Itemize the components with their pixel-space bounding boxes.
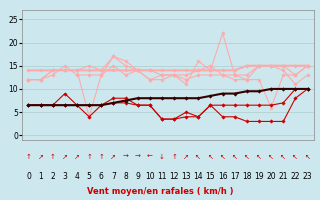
Text: 0: 0	[26, 172, 31, 181]
Text: 18: 18	[242, 172, 252, 181]
Text: ↑: ↑	[26, 154, 31, 160]
Text: 4: 4	[75, 172, 79, 181]
Text: 1: 1	[38, 172, 43, 181]
Text: ↖: ↖	[292, 154, 298, 160]
Text: 11: 11	[157, 172, 167, 181]
Text: ↗: ↗	[110, 154, 116, 160]
Text: ↗: ↗	[74, 154, 80, 160]
Text: 20: 20	[266, 172, 276, 181]
Text: ↖: ↖	[244, 154, 250, 160]
Text: ↓: ↓	[159, 154, 165, 160]
Text: →: →	[135, 154, 140, 160]
Text: ↖: ↖	[196, 154, 201, 160]
Text: ↗: ↗	[62, 154, 68, 160]
Text: 22: 22	[291, 172, 300, 181]
Text: 21: 21	[278, 172, 288, 181]
Text: →: →	[123, 154, 128, 160]
Text: Vent moyen/en rafales ( km/h ): Vent moyen/en rafales ( km/h )	[87, 187, 233, 196]
Text: 7: 7	[111, 172, 116, 181]
Text: 15: 15	[206, 172, 215, 181]
Text: ←: ←	[147, 154, 153, 160]
Text: 23: 23	[303, 172, 312, 181]
Text: 5: 5	[87, 172, 92, 181]
Text: ↖: ↖	[232, 154, 238, 160]
Text: ↖: ↖	[305, 154, 310, 160]
Text: 9: 9	[135, 172, 140, 181]
Text: ↗: ↗	[38, 154, 44, 160]
Text: 13: 13	[181, 172, 191, 181]
Text: ↖: ↖	[268, 154, 274, 160]
Text: 19: 19	[254, 172, 264, 181]
Text: ↑: ↑	[171, 154, 177, 160]
Text: 10: 10	[145, 172, 155, 181]
Text: 6: 6	[99, 172, 104, 181]
Text: ↑: ↑	[50, 154, 56, 160]
Text: 8: 8	[123, 172, 128, 181]
Text: ↑: ↑	[86, 154, 92, 160]
Text: 12: 12	[169, 172, 179, 181]
Text: ↖: ↖	[208, 154, 213, 160]
Text: 3: 3	[62, 172, 67, 181]
Text: ↖: ↖	[280, 154, 286, 160]
Text: 2: 2	[50, 172, 55, 181]
Text: ↖: ↖	[220, 154, 226, 160]
Text: ↖: ↖	[256, 154, 262, 160]
Text: ↗: ↗	[183, 154, 189, 160]
Text: ↑: ↑	[98, 154, 104, 160]
Text: 14: 14	[194, 172, 203, 181]
Text: 16: 16	[218, 172, 228, 181]
Text: 17: 17	[230, 172, 240, 181]
